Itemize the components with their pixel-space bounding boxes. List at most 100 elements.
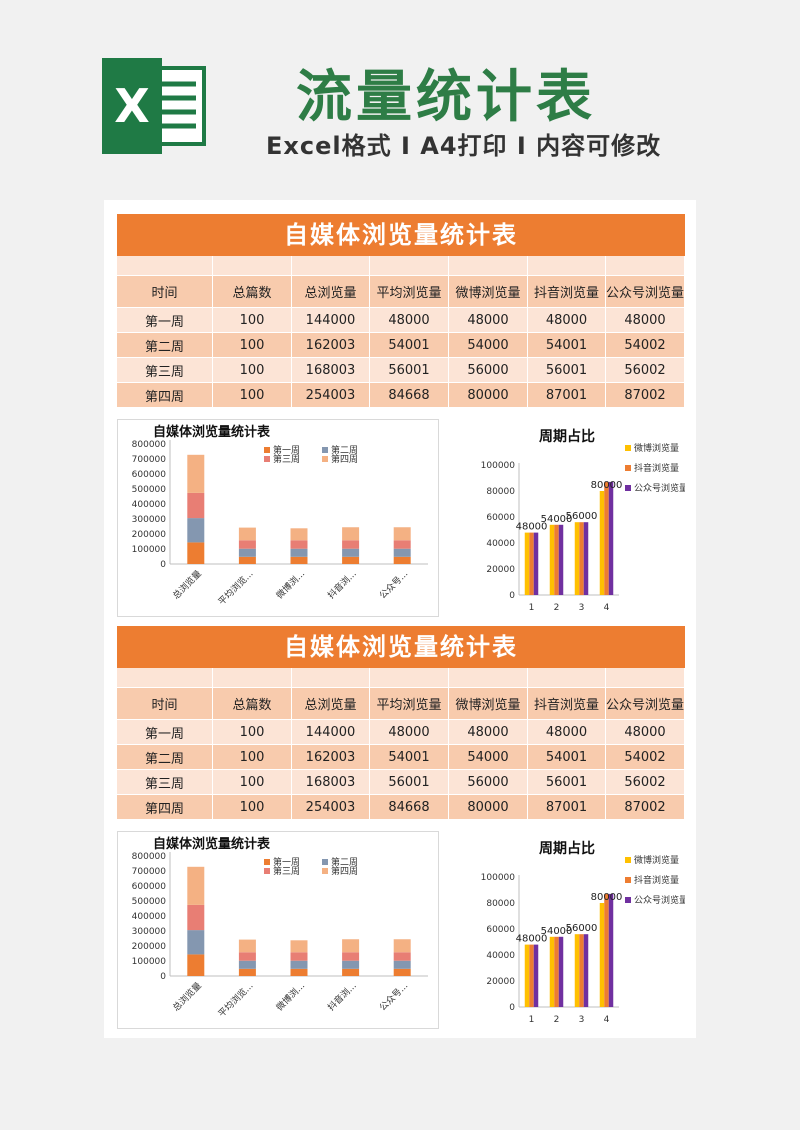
x-tick-label: 平均浏览...: [216, 568, 256, 608]
table-cell: 100: [213, 383, 292, 408]
column-header: 微博浏览量: [449, 276, 528, 308]
y-tick-label: 700000: [132, 455, 167, 465]
table-cell: 54001: [370, 745, 449, 770]
bar: [524, 532, 530, 595]
bar-segment: [342, 527, 360, 541]
sheet-block: 自媒体浏览量统计表 时间 总篇数 总浏览量 平均浏览量 微博浏览量 抖音浏览量 公众号浏览量…: [117, 626, 685, 1029]
bar: [554, 936, 559, 1007]
chart-area: 自媒体浏览量统计表 0 100000 200000 300000 400000 500000…: [117, 419, 685, 617]
data-label: 80000: [591, 892, 623, 903]
x-tick-label: 微博浏...: [273, 980, 307, 1014]
page-header: X 流量统计表 Excel格式 I A4打印 I 内容可修改: [0, 0, 800, 200]
table-cell: 48000: [528, 720, 606, 745]
y-tick-label: 60000: [486, 925, 515, 935]
legend-swatch: [625, 877, 631, 883]
x-tick-label: 公众号...: [377, 980, 410, 1013]
bar-segment: [290, 968, 308, 976]
bar: [554, 524, 559, 595]
legend-swatch: [322, 456, 328, 462]
bar: [608, 893, 614, 1007]
legend-label: 微博浏览量: [634, 854, 679, 866]
bar-segment: [342, 556, 360, 564]
bar: [549, 936, 555, 1007]
grouped-chart-svg: 周期占比 0 20000 40000 60000 80000 100000 48000 1 540…: [481, 840, 685, 1025]
y-tick-label: 0: [509, 591, 515, 601]
table-row: 第一周 100 144000 48000 48000 48000 48000: [117, 308, 685, 333]
bar-segment: [238, 527, 256, 541]
grouped-bar-chart: 周期占比 0 20000 40000 60000 80000 100000 48000 1 540…: [443, 831, 685, 1027]
table-cell: 第二周: [117, 333, 213, 358]
legend-label: 第一周: [273, 444, 300, 456]
table-cell: 56000: [449, 770, 528, 795]
table-cell: 56002: [606, 358, 685, 383]
legend-label: 公众号浏览量: [634, 894, 685, 906]
bar: [579, 522, 584, 595]
bar-segment: [187, 492, 205, 519]
y-tick-label: 700000: [132, 867, 167, 877]
column-header: 时间: [117, 688, 213, 720]
bar: [583, 522, 589, 595]
grouped-bar-chart: 周期占比 0 20000 40000 60000 80000 100000 48000 1 540…: [443, 419, 685, 615]
spacer-row: [117, 256, 685, 276]
table-cell: 第一周: [117, 308, 213, 333]
bar: [574, 934, 580, 1007]
bar-segment: [238, 556, 256, 564]
bar-segment: [393, 960, 411, 969]
bar-segment: [187, 904, 205, 931]
page-subtitle: Excel格式 I A4打印 I 内容可修改: [266, 132, 662, 160]
table-cell: 56002: [606, 770, 685, 795]
y-tick-label: 100000: [481, 461, 516, 471]
data-table: 时间 总篇数 总浏览量 平均浏览量 微博浏览量 抖音浏览量 公众号浏览量 第一周 100 1440…: [117, 688, 685, 820]
table-cell: 56001: [370, 358, 449, 383]
bar-segment: [393, 540, 411, 549]
bar-segment: [187, 954, 205, 976]
y-tick-label: 200000: [132, 942, 167, 952]
column-header: 抖音浏览量: [528, 276, 606, 308]
legend-label: 抖音浏览量: [634, 462, 679, 474]
table-cell: 168003: [292, 358, 370, 383]
x-tick-label: 总浏览量: [170, 568, 204, 602]
y-tick-label: 100000: [481, 873, 516, 883]
bar-segment: [393, 548, 411, 557]
y-tick-label: 800000: [132, 852, 167, 862]
y-tick-label: 300000: [132, 927, 167, 937]
table-cell: 100: [213, 720, 292, 745]
spreadsheet-preview: 自媒体浏览量统计表 时间 总篇数 总浏览量 平均浏览量 微博浏览量 抖音浏览量 公众号浏览量…: [104, 200, 696, 1038]
bar-segment: [342, 968, 360, 976]
x-tick-label: 3: [579, 603, 585, 613]
y-tick-label: 0: [509, 1003, 515, 1013]
table-cell: 254003: [292, 383, 370, 408]
bar-segment: [342, 952, 360, 961]
bar: [599, 491, 605, 595]
bar-segment: [342, 548, 360, 557]
table-cell: 87002: [606, 383, 685, 408]
y-tick-label: 800000: [132, 440, 167, 450]
table-row: 第四周 100 254003 84668 80000 87001 87002: [117, 383, 685, 408]
grouped-chart-svg: 周期占比 0 20000 40000 60000 80000 100000 48000 1 540…: [481, 428, 685, 613]
x-tick-label: 抖音浏...: [325, 568, 359, 602]
table-cell: 第一周: [117, 720, 213, 745]
table-cell: 第三周: [117, 358, 213, 383]
bar-segment: [290, 556, 308, 564]
y-tick-label: 80000: [486, 487, 515, 497]
column-header: 总篇数: [213, 688, 292, 720]
y-tick-label: 80000: [486, 899, 515, 909]
table-cell: 48000: [606, 308, 685, 333]
table-cell: 54002: [606, 745, 685, 770]
bar: [533, 532, 539, 595]
table-row: 第二周 100 162003 54001 54000 54001 54002: [117, 745, 685, 770]
bar: [524, 944, 530, 1007]
column-header: 公众号浏览量: [606, 688, 685, 720]
x-tick-label: 1: [529, 1015, 535, 1025]
y-tick-label: 300000: [132, 515, 167, 525]
data-label: 54000: [541, 514, 573, 525]
excel-icon: X: [102, 58, 206, 154]
table-cell: 100: [213, 358, 292, 383]
x-tick-label: 4: [604, 603, 610, 613]
table-cell: 100: [213, 333, 292, 358]
bar: [579, 934, 584, 1007]
legend-swatch: [625, 857, 631, 863]
stacked-chart-svg: 自媒体浏览量统计表 0 100000 200000 300000 400000 500000…: [132, 424, 428, 608]
y-tick-label: 400000: [132, 500, 167, 510]
y-tick-label: 40000: [486, 951, 515, 961]
